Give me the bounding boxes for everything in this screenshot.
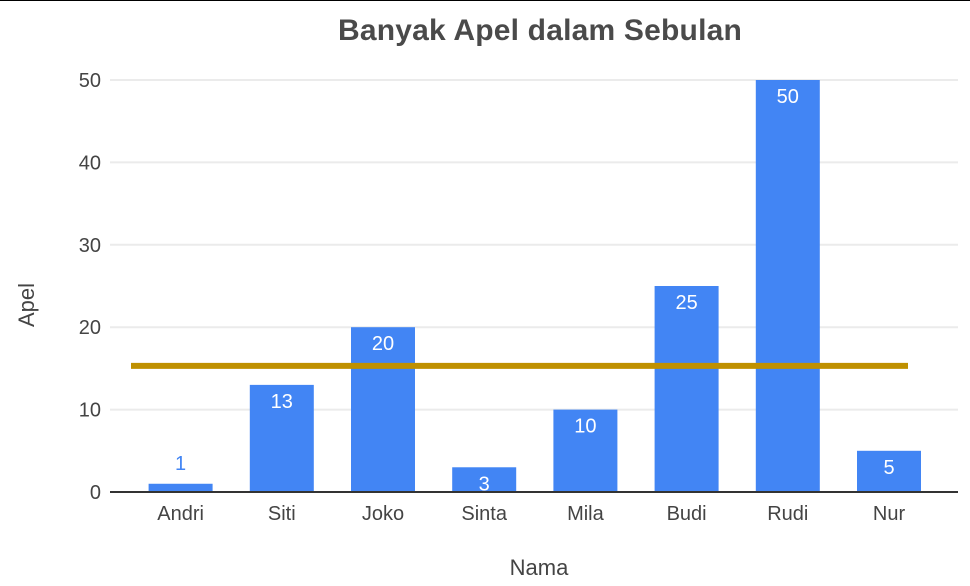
bar-value-label: 10 (574, 416, 596, 438)
x-tick-label: Sinta (461, 503, 507, 525)
gridlines (110, 79, 958, 411)
x-tick-label: Budi (667, 503, 707, 525)
top-border-line (0, 0, 970, 1)
x-tick-label: Mila (567, 503, 605, 525)
data-labels: 1 13 20 3 10 25 50 5 (175, 86, 895, 495)
bar (857, 450, 921, 492)
bar-value-label: 13 (271, 391, 293, 413)
x-axis-title: Nama (509, 555, 569, 580)
bar-value-label: 20 (372, 333, 394, 355)
y-tick-label: 50 (79, 70, 101, 92)
bars (148, 80, 921, 492)
chart-title: Banyak Apel dalam Sebulan (337, 14, 743, 47)
x-tick-label: Nur (873, 503, 906, 525)
bar (148, 483, 213, 492)
y-tick-label: 10 (79, 400, 101, 422)
bar-value-label: 3 (479, 473, 490, 495)
bar-value-label: 1 (175, 453, 186, 475)
y-tick-label: 40 (79, 152, 101, 174)
x-tick-label: Rudi (767, 503, 808, 525)
y-axis-ticks: 0 10 20 30 40 50 (79, 70, 101, 504)
bar-value-label: 50 (777, 86, 799, 108)
bar (452, 467, 517, 492)
bar-value-label: 25 (675, 292, 697, 314)
bar-value-label: 5 (883, 457, 894, 479)
x-tick-label: Joko (362, 503, 404, 525)
x-axis-ticks: Andri Siti Joko Sinta Mila Budi Rudi Nur (157, 503, 905, 525)
x-tick-label: Siti (268, 503, 296, 525)
bar (351, 327, 415, 492)
y-tick-label: 0 (90, 482, 101, 504)
y-tick-label: 20 (79, 317, 101, 339)
bar (249, 384, 314, 492)
bar (755, 80, 820, 492)
bar (553, 409, 618, 492)
y-tick-label: 30 (79, 235, 101, 257)
x-tick-label: Andri (157, 503, 204, 525)
bar (654, 286, 719, 492)
